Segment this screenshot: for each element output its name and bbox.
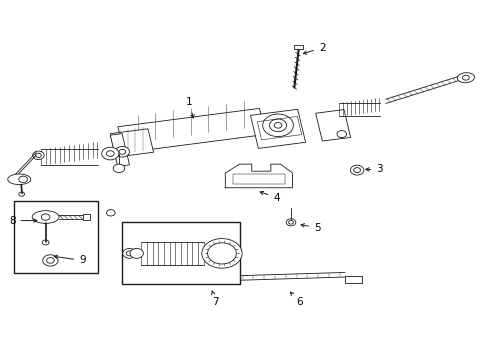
- Text: 4: 4: [260, 192, 279, 203]
- Bar: [15, 201, 98, 274]
- Ellipse shape: [8, 174, 31, 185]
- Text: 5: 5: [301, 222, 320, 233]
- Circle shape: [122, 248, 136, 258]
- Polygon shape: [110, 129, 153, 157]
- Bar: [122, 222, 239, 284]
- Text: 2: 2: [303, 43, 325, 54]
- Text: 3: 3: [365, 165, 382, 174]
- Circle shape: [350, 165, 363, 175]
- Circle shape: [262, 114, 293, 136]
- Bar: [293, 45, 303, 49]
- Polygon shape: [167, 278, 172, 282]
- Ellipse shape: [32, 211, 59, 224]
- Polygon shape: [110, 134, 129, 166]
- Circle shape: [202, 239, 242, 268]
- Circle shape: [115, 147, 129, 157]
- Circle shape: [113, 164, 124, 172]
- Polygon shape: [118, 108, 265, 153]
- Circle shape: [130, 248, 143, 258]
- Text: 6: 6: [290, 292, 302, 307]
- Polygon shape: [315, 109, 350, 141]
- Text: 7: 7: [211, 291, 219, 307]
- Circle shape: [42, 255, 58, 266]
- Circle shape: [33, 151, 44, 159]
- Ellipse shape: [456, 73, 473, 83]
- Text: 8: 8: [9, 216, 37, 226]
- Bar: [83, 214, 89, 220]
- Bar: [232, 174, 285, 184]
- Polygon shape: [250, 109, 305, 148]
- Bar: [345, 276, 361, 283]
- Circle shape: [106, 210, 115, 216]
- Text: 1: 1: [186, 98, 194, 118]
- Circle shape: [19, 176, 27, 183]
- Circle shape: [336, 131, 346, 138]
- Text: 9: 9: [54, 255, 85, 265]
- Circle shape: [285, 219, 295, 226]
- Circle shape: [207, 243, 236, 264]
- Circle shape: [102, 147, 119, 160]
